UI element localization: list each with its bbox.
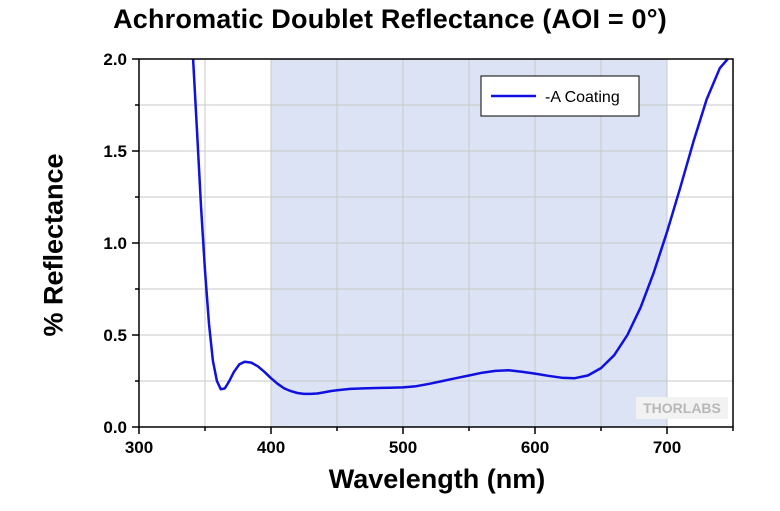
svg-text:THORLABS: THORLABS (643, 400, 721, 416)
x-axis-label: Wavelength (nm) (328, 464, 546, 494)
legend-label: -A Coating (545, 89, 620, 106)
y-tick-label: 0.0 (103, 418, 127, 437)
chart-title: Achromatic Doublet Reflectance (AOI = 0°… (113, 4, 667, 34)
x-tick-label: 500 (389, 438, 417, 457)
tick-labels: 300 400 500 600 700 0.0 0.5 1.0 1.5 2.0 (103, 50, 681, 457)
series-line-a-coating (191, 58, 729, 396)
x-tick-label: 600 (521, 438, 549, 457)
x-tick-label: 300 (125, 438, 153, 457)
y-tick-label: 1.5 (103, 142, 127, 161)
gridlines (139, 59, 733, 427)
x-tick-label: 700 (653, 438, 681, 457)
legend: -A Coating (480, 75, 640, 117)
y-tick-label: 0.5 (103, 326, 127, 345)
x-tick-label: 400 (257, 438, 285, 457)
y-tick-label: 2.0 (103, 50, 127, 69)
y-tick-label: 1.0 (103, 234, 127, 253)
axis-ticks (132, 58, 734, 434)
thorlabs-logo: THORLABS (636, 397, 728, 419)
